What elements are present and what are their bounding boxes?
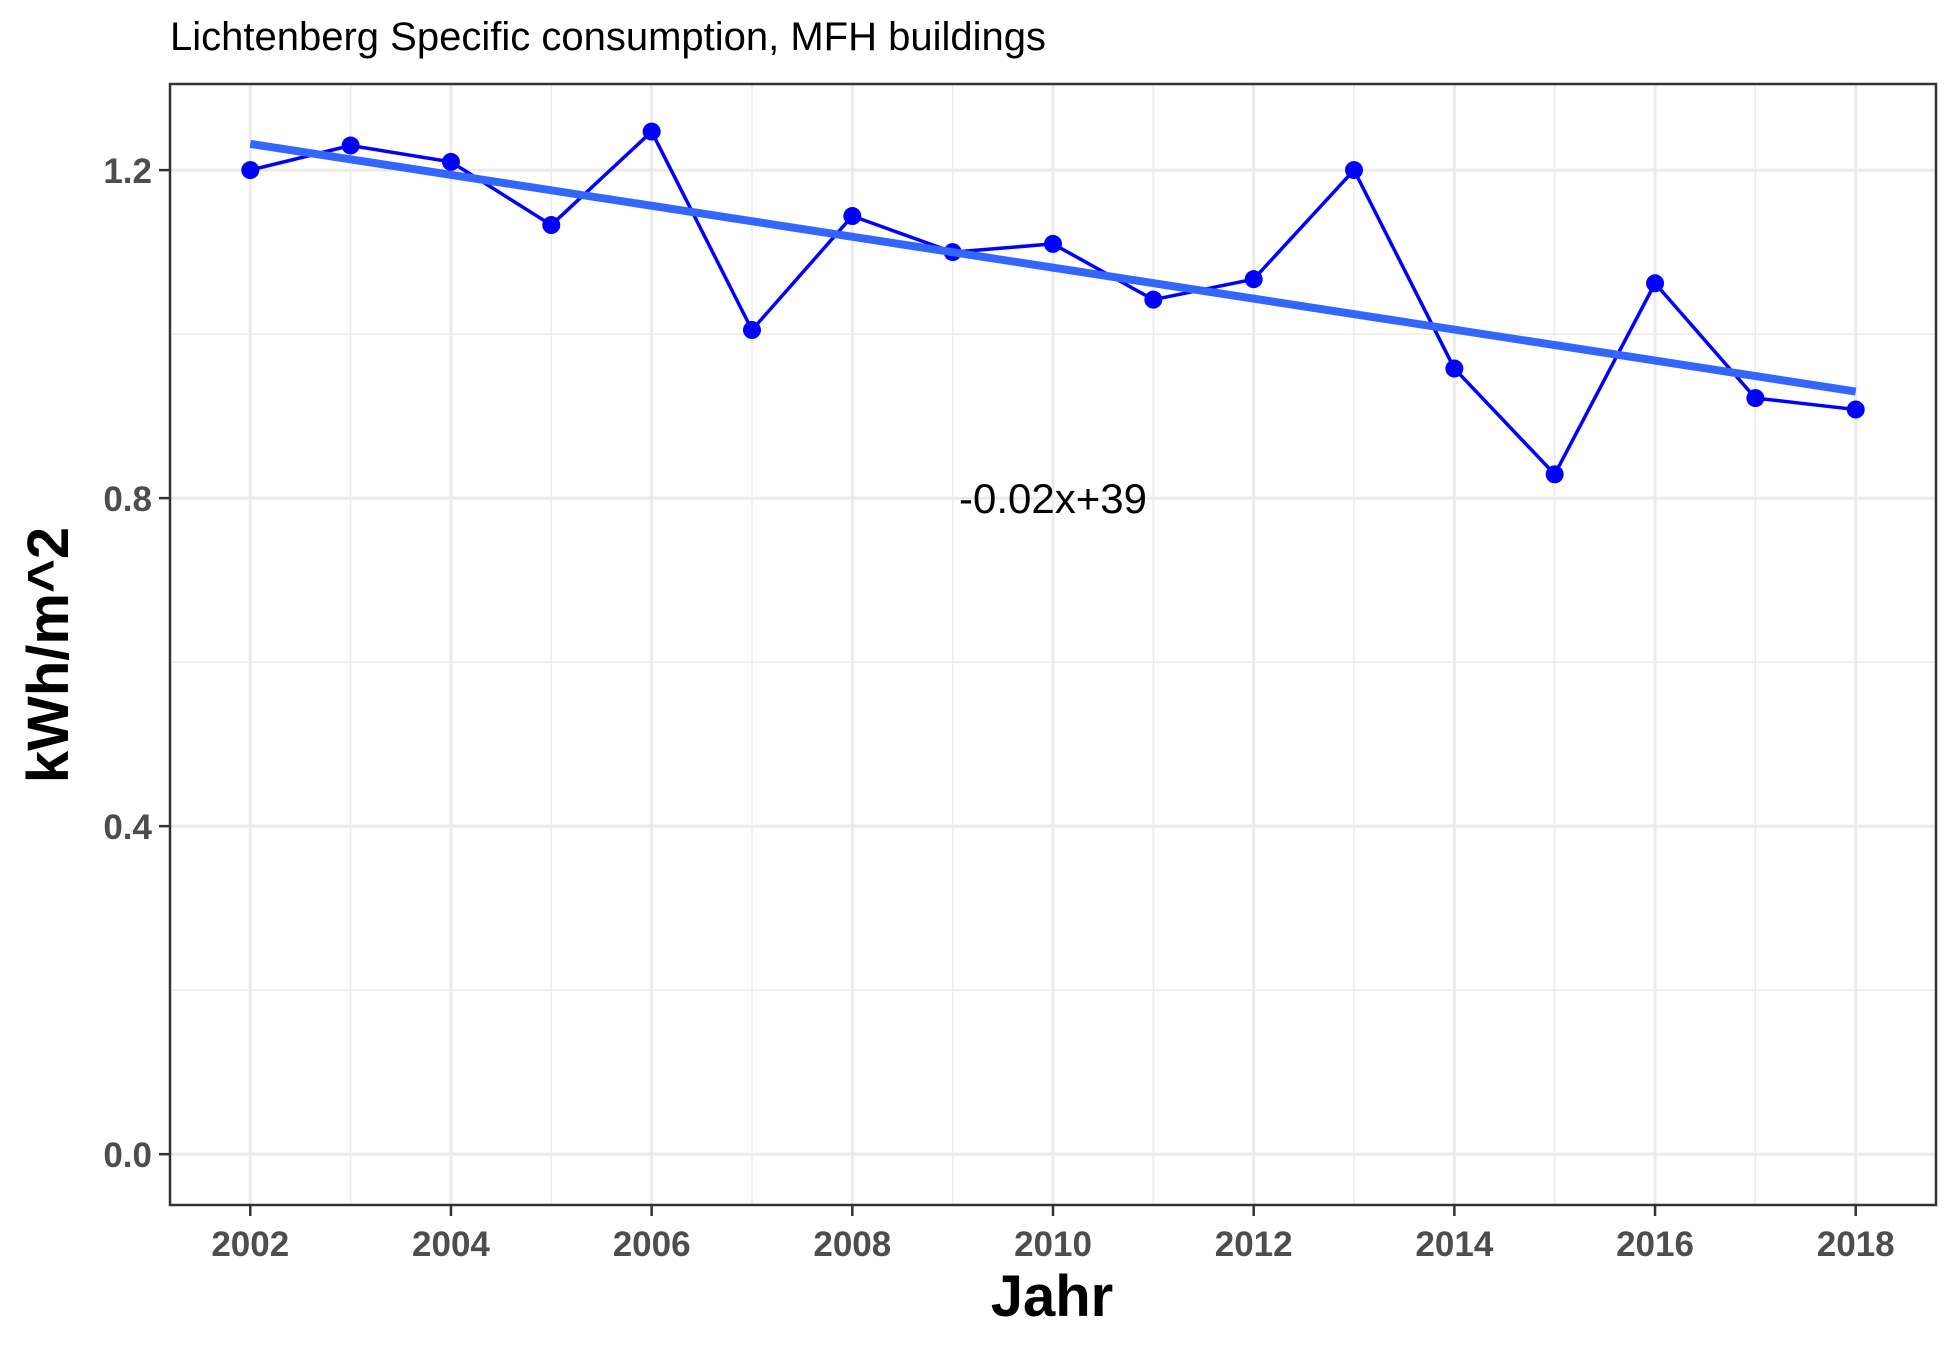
data-point bbox=[742, 321, 761, 340]
x-tick-label: 2010 bbox=[1014, 1225, 1092, 1264]
x-axis-title: Jahr bbox=[991, 1264, 1114, 1329]
x-tick-label: 2018 bbox=[1817, 1225, 1895, 1264]
data-point bbox=[1345, 161, 1364, 180]
x-tick-label: 2006 bbox=[613, 1225, 691, 1264]
data-point bbox=[843, 207, 862, 226]
trend-line bbox=[249, 139, 1857, 396]
data-point bbox=[1144, 290, 1163, 309]
x-tick-label: 2008 bbox=[813, 1225, 891, 1264]
data-point bbox=[542, 216, 561, 235]
x-tick-label: 2014 bbox=[1415, 1225, 1493, 1264]
x-tick-label: 2004 bbox=[412, 1225, 490, 1264]
data-point bbox=[241, 161, 260, 180]
data-point bbox=[1044, 234, 1062, 253]
data-point bbox=[441, 152, 460, 171]
data-point bbox=[1545, 465, 1564, 484]
y-tick-label: 0.8 bbox=[103, 480, 152, 519]
y-tick-label: 1.2 bbox=[103, 152, 152, 191]
data-point bbox=[1846, 400, 1865, 419]
plot-panel: -0.02x+39 2002 2004 2006 2008 2010 2012 2014 201… bbox=[103, 82, 1938, 1264]
x-tick-label: 2002 bbox=[211, 1225, 289, 1264]
regression-equation: -0.02x+39 bbox=[959, 475, 1147, 522]
y-tick-label: 0.0 bbox=[103, 1136, 152, 1175]
y-tick-label: 0.4 bbox=[103, 808, 152, 847]
x-tick-label: 2012 bbox=[1215, 1225, 1293, 1264]
chart-title: Lichtenberg Specific consumption, MFH bu… bbox=[170, 15, 1046, 59]
data-point bbox=[1646, 274, 1665, 293]
data-point bbox=[1244, 270, 1263, 289]
data-point bbox=[341, 136, 360, 155]
data-point bbox=[1746, 389, 1765, 408]
x-tick-label: 2016 bbox=[1616, 1225, 1694, 1264]
y-axis-title: kWh/m^2 bbox=[16, 527, 81, 783]
data-point bbox=[1445, 359, 1464, 378]
data-point bbox=[642, 122, 661, 141]
